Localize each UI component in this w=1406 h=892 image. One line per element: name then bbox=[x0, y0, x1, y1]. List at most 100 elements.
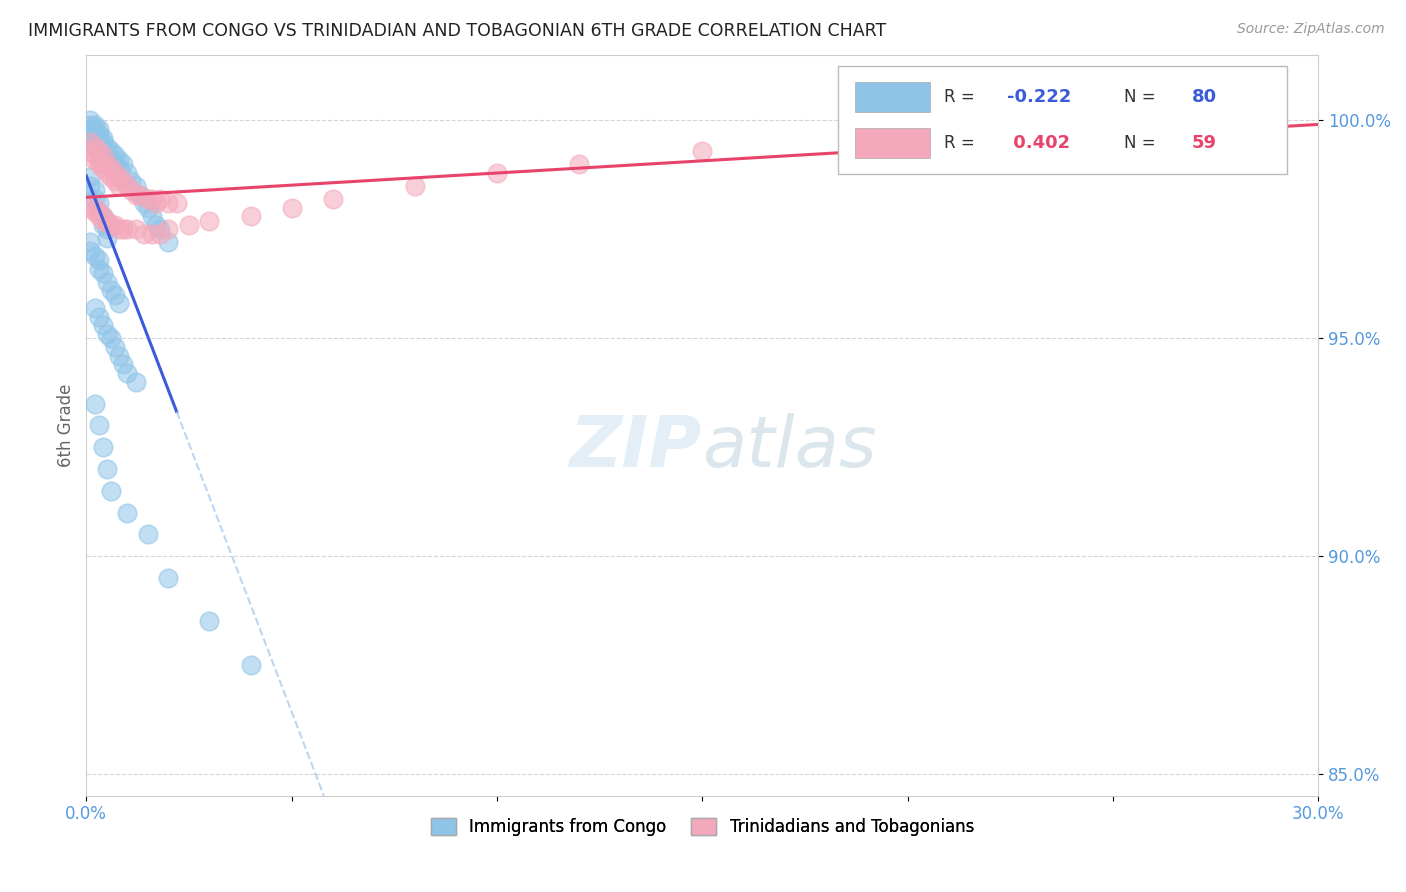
Point bbox=[104, 287, 127, 301]
Point bbox=[157, 235, 180, 250]
Point bbox=[91, 161, 114, 176]
Point bbox=[104, 340, 127, 354]
Text: atlas: atlas bbox=[702, 413, 877, 483]
Point bbox=[112, 358, 135, 372]
Point bbox=[239, 210, 262, 224]
Point bbox=[145, 218, 167, 232]
Point bbox=[124, 187, 146, 202]
FancyBboxPatch shape bbox=[855, 82, 931, 112]
Point bbox=[149, 227, 172, 241]
Point bbox=[91, 266, 114, 280]
Point bbox=[141, 227, 163, 241]
Point bbox=[79, 127, 101, 141]
Point bbox=[91, 218, 114, 232]
Point bbox=[177, 218, 200, 232]
Point bbox=[104, 148, 127, 162]
Point bbox=[136, 201, 159, 215]
Point bbox=[568, 157, 591, 171]
Point bbox=[83, 135, 105, 149]
Point bbox=[149, 222, 172, 236]
Point bbox=[100, 161, 122, 176]
Point bbox=[87, 261, 110, 276]
Point bbox=[79, 201, 101, 215]
Point bbox=[108, 153, 131, 167]
Point bbox=[96, 222, 118, 236]
Text: N =: N = bbox=[1123, 88, 1160, 106]
Point bbox=[108, 161, 131, 176]
Point bbox=[124, 375, 146, 389]
Point bbox=[96, 166, 118, 180]
Point bbox=[79, 135, 101, 149]
Point bbox=[128, 187, 150, 202]
Point bbox=[100, 218, 122, 232]
Point bbox=[91, 318, 114, 333]
Point bbox=[83, 248, 105, 262]
Text: N =: N = bbox=[1123, 134, 1160, 152]
Point bbox=[79, 235, 101, 250]
Point bbox=[79, 113, 101, 128]
Point bbox=[121, 174, 143, 188]
FancyBboxPatch shape bbox=[838, 66, 1288, 174]
Point bbox=[87, 144, 110, 158]
Point bbox=[145, 196, 167, 211]
Point bbox=[100, 170, 122, 185]
Point bbox=[96, 462, 118, 476]
Point bbox=[897, 127, 920, 141]
Point bbox=[108, 178, 131, 193]
Point bbox=[132, 227, 155, 241]
Point bbox=[100, 331, 122, 345]
Point bbox=[83, 183, 105, 197]
Text: 80: 80 bbox=[1191, 88, 1216, 106]
Point bbox=[96, 275, 118, 289]
Point bbox=[124, 178, 146, 193]
Point bbox=[1102, 113, 1125, 128]
Text: ZIP: ZIP bbox=[569, 413, 702, 483]
Point bbox=[100, 284, 122, 298]
Point bbox=[104, 166, 127, 180]
Point bbox=[117, 366, 139, 380]
Point bbox=[87, 144, 110, 158]
Point bbox=[108, 349, 131, 363]
Point bbox=[108, 170, 131, 185]
Point bbox=[96, 153, 118, 167]
Text: -0.222: -0.222 bbox=[1007, 88, 1071, 106]
Point bbox=[87, 153, 110, 167]
Point bbox=[198, 615, 221, 629]
Point bbox=[79, 144, 101, 158]
Point bbox=[404, 178, 426, 193]
Point bbox=[83, 205, 105, 219]
Point bbox=[112, 222, 135, 236]
Point bbox=[87, 135, 110, 149]
Text: IMMIGRANTS FROM CONGO VS TRINIDADIAN AND TOBAGONIAN 6TH GRADE CORRELATION CHART: IMMIGRANTS FROM CONGO VS TRINIDADIAN AND… bbox=[28, 22, 886, 40]
Point bbox=[83, 153, 105, 167]
Point bbox=[79, 131, 101, 145]
Point bbox=[87, 205, 110, 219]
Point bbox=[91, 157, 114, 171]
Point bbox=[83, 122, 105, 136]
Point bbox=[141, 192, 163, 206]
Point bbox=[108, 296, 131, 310]
Point bbox=[91, 210, 114, 224]
Text: R =: R = bbox=[943, 88, 980, 106]
Point bbox=[79, 170, 101, 185]
FancyBboxPatch shape bbox=[855, 128, 931, 158]
Point bbox=[280, 201, 302, 215]
Point bbox=[83, 139, 105, 153]
Point bbox=[87, 205, 110, 219]
Point bbox=[157, 571, 180, 585]
Point bbox=[96, 157, 118, 171]
Point bbox=[239, 658, 262, 673]
Point bbox=[91, 213, 114, 227]
Point bbox=[322, 192, 344, 206]
Point bbox=[83, 397, 105, 411]
Point bbox=[87, 196, 110, 211]
Point bbox=[136, 527, 159, 541]
Point bbox=[96, 213, 118, 227]
Point bbox=[87, 157, 110, 171]
Point bbox=[79, 118, 101, 132]
Point bbox=[96, 139, 118, 153]
Point bbox=[79, 244, 101, 259]
Point bbox=[149, 192, 172, 206]
Point bbox=[83, 131, 105, 145]
Point bbox=[96, 326, 118, 341]
